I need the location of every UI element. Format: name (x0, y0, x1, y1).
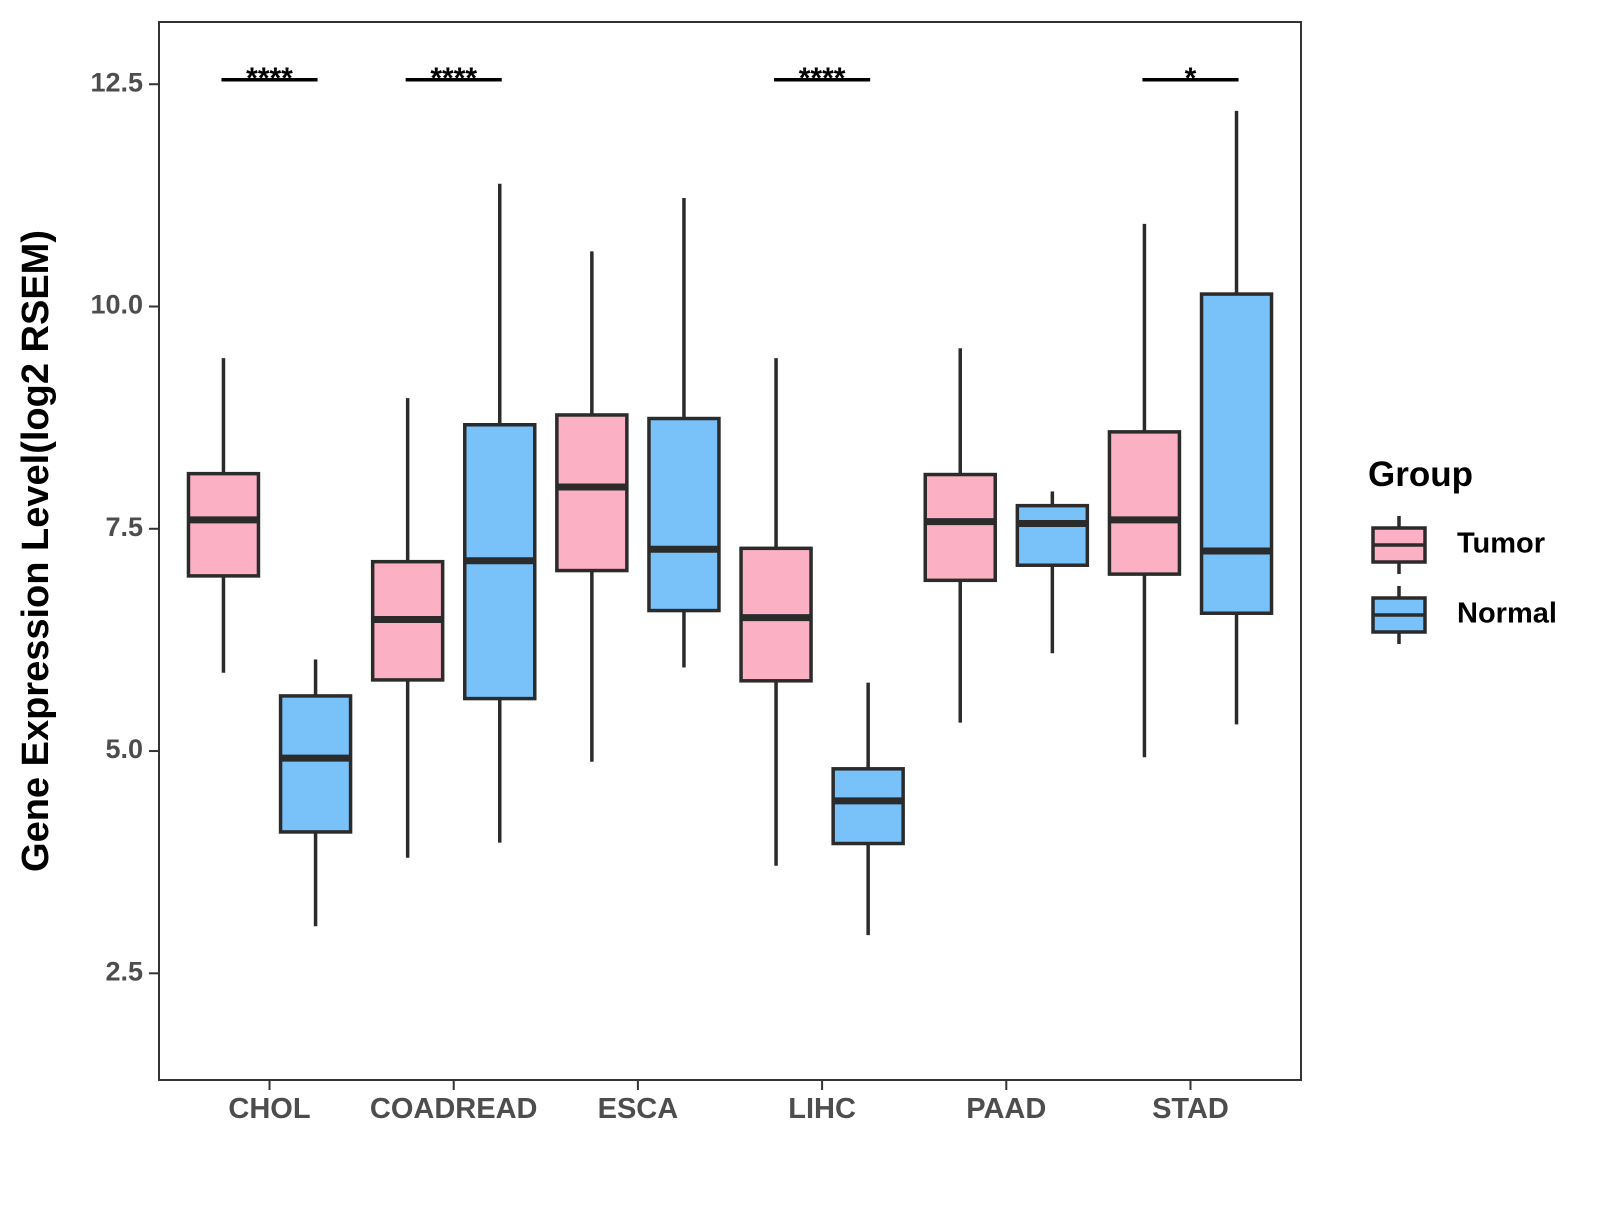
y-tick-label: 10.0 (90, 290, 143, 320)
box-body (1107, 430, 1182, 576)
box-tumor-chol (186, 358, 261, 673)
significance-annotations: **** **** **** * (221, 62, 1239, 95)
plot-border (158, 21, 1302, 1081)
y-tick-label: 12.5 (90, 67, 143, 97)
x-tick-label: CHOL (228, 1093, 310, 1125)
box-tumor-stad (1107, 223, 1182, 758)
significance-label: **** (799, 62, 846, 95)
box-normal-chol (278, 659, 353, 927)
significance-chol: **** (221, 62, 318, 95)
x-axis: CHOL COADREAD ESCA LIHC PAAD STAD (228, 1080, 1229, 1125)
box-body (647, 416, 721, 613)
box-normal-stad (1199, 110, 1274, 725)
x-tick-label: COADREAD (370, 1093, 538, 1125)
significance-coadread: **** (405, 62, 502, 95)
significance-lihc: **** (774, 62, 871, 95)
significance-label: * (1185, 62, 1197, 95)
x-tick-label: ESCA (598, 1093, 679, 1125)
legend-title: Group (1368, 455, 1473, 494)
significance-label: **** (430, 62, 477, 95)
box-normal-lihc (831, 682, 905, 936)
series-tumor (186, 223, 1182, 866)
y-tick-label: 2.5 (105, 956, 143, 986)
y-axis-title: Gene Expression Level(log2 RSEM) (15, 230, 57, 872)
box-body (923, 472, 997, 583)
x-tick-label: PAAD (966, 1093, 1046, 1125)
box-body (186, 471, 261, 578)
plot-marks (186, 110, 1274, 936)
box-body (831, 767, 905, 846)
y-axis: 2.5 5.0 7.5 10.0 12.5 (90, 67, 159, 986)
box-tumor-paad (923, 348, 997, 723)
legend: Group Tumor Normal (1368, 455, 1557, 644)
legend-entry-tumor: Tumor (1371, 516, 1545, 574)
box-tumor-coadread (370, 398, 445, 858)
y-tick-label: 5.0 (105, 734, 143, 764)
x-tick-label: LIHC (788, 1093, 856, 1125)
significance-stad: * (1142, 62, 1239, 95)
box-normal-esca (647, 198, 721, 668)
box-tumor-lihc (739, 358, 813, 866)
x-tick-label: STAD (1152, 1093, 1229, 1125)
box-normal-coadread (463, 183, 537, 843)
box-body (278, 694, 353, 834)
significance-label: **** (246, 62, 293, 95)
y-tick-label: 7.5 (105, 512, 143, 542)
legend-entry-normal: Normal (1371, 586, 1557, 644)
legend-label: Normal (1457, 598, 1557, 630)
box-body (1015, 503, 1090, 567)
box-body (555, 413, 629, 573)
series-normal (278, 110, 1274, 936)
box-normal-paad (1015, 491, 1090, 654)
legend-label: Tumor (1457, 528, 1545, 560)
box-body (1199, 292, 1274, 615)
box-tumor-esca (555, 251, 629, 762)
